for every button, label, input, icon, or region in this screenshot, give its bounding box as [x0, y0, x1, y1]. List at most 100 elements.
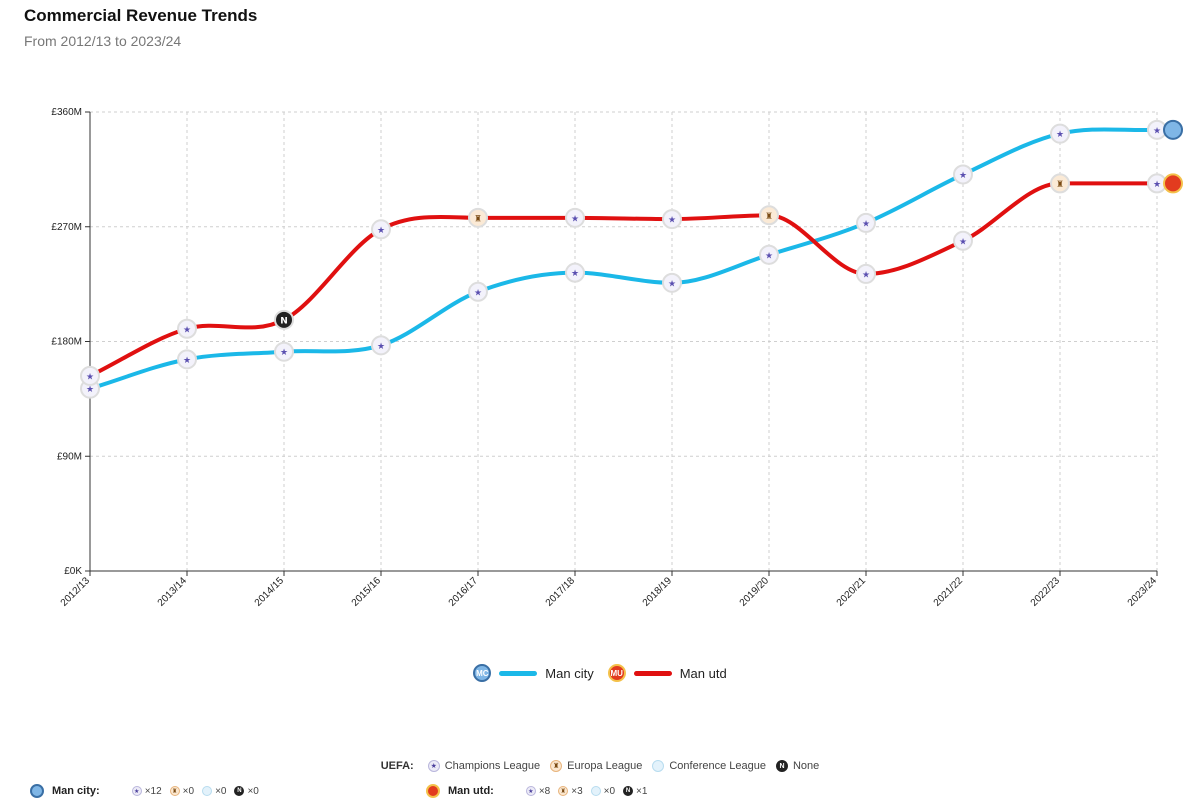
count-champions-league: ★ ×12: [131, 786, 162, 797]
count-value: ×0: [247, 785, 259, 797]
none-icon: N: [280, 316, 288, 326]
crest-shape: [1163, 173, 1183, 194]
x-tick-label: 2023/24: [1126, 575, 1160, 609]
x-tick-label: 2013/14: [156, 575, 190, 609]
y-tick-label: £90M: [57, 451, 82, 462]
count-none: N ×1: [623, 786, 647, 797]
data-point-man-city[interactable]: ★: [662, 272, 682, 293]
chart-title: Commercial Revenue Trends: [24, 6, 258, 25]
series-layer: [88, 127, 1159, 391]
data-point-marker: [759, 205, 779, 226]
count-europa-league: ♜ ×3: [558, 786, 583, 797]
data-point-man-utd[interactable]: ★: [565, 207, 585, 228]
europa-league-icon: ♜: [1056, 180, 1064, 190]
series-line-man-city[interactable]: [88, 127, 1159, 391]
x-tick-label: 2015/16: [350, 575, 384, 609]
legend-swatch-man-utd: [633, 670, 672, 676]
x-tick-label: 2019/20: [738, 575, 772, 609]
competition-legend-text: Europa League: [567, 760, 643, 772]
data-point-man-utd[interactable]: ★: [371, 219, 391, 240]
champions-league-icon: ★: [377, 342, 385, 352]
champions-league-icon: ★: [280, 348, 288, 358]
count-europa-league: ♜ ×0: [169, 786, 194, 797]
count-conference-league: ×0: [202, 786, 226, 797]
legend-item-man-utd[interactable]: MU Man utd: [607, 664, 727, 682]
marker-layer: ★ ★ ★ ★ ★ ★ ★ ★ ★ ★ ★ ★ ★ ★ N ★ ♜ ★ ★ ♜ ★ ★ ♜ ★: [80, 119, 1183, 399]
champions-league-icon: ★: [765, 251, 773, 261]
data-point-man-utd[interactable]: ♜: [1050, 173, 1070, 194]
none-icon: N: [775, 760, 788, 772]
champions-league-icon: ★: [959, 237, 967, 247]
champions-league-icon: ★: [474, 288, 482, 298]
data-point-marker: [565, 207, 585, 228]
none-icon: N: [234, 786, 245, 796]
champions-league-icon: ★: [427, 760, 440, 772]
data-point-marker: [1050, 173, 1070, 194]
legend-swatch-man-city: [499, 670, 538, 676]
champions-league-icon: ★: [377, 226, 385, 236]
data-point-man-city[interactable]: ★: [177, 349, 197, 370]
count-conference-league: ×0: [590, 786, 615, 797]
revenue-line-chart: £0K £90M £180M £270M £360M 2012/13 2013/14 2014…: [51, 107, 1183, 609]
europa-league-icon: ♜: [765, 212, 773, 222]
data-point-marker: [953, 164, 973, 185]
competition-legend-text: Conference League: [669, 760, 766, 772]
x-tick-label: 2021/22: [932, 575, 966, 609]
data-point-marker: [565, 262, 585, 283]
series-line-man-utd[interactable]: [88, 181, 1159, 378]
data-point-man-city[interactable]: ★: [565, 262, 585, 283]
x-tick-label: 2022/23: [1029, 575, 1063, 609]
data-point-man-city[interactable]: ★: [1050, 123, 1070, 144]
competition-legend-text: Champions League: [444, 760, 541, 772]
data-point-marker: [274, 309, 294, 330]
competition-legend-champions-league: ★ Champions League: [427, 760, 541, 772]
data-point-marker: [1050, 123, 1070, 144]
champions-league-icon: ★: [668, 279, 676, 289]
data-point-marker: [371, 335, 391, 356]
competition-legend-none: N None: [775, 760, 819, 772]
counts-team-man-city: Man city:: [30, 784, 100, 798]
data-point-man-utd[interactable]: ★: [856, 263, 876, 284]
champions-league-icon: ★: [668, 216, 676, 226]
data-point-marker: [856, 212, 876, 233]
data-point-man-utd[interactable]: ★: [177, 318, 197, 339]
data-point-marker: [177, 318, 197, 339]
competition-legend-label: UEFA:: [380, 760, 414, 772]
data-point-man-utd[interactable]: ★: [662, 209, 682, 230]
champions-league-icon: ★: [959, 171, 967, 181]
data-point-man-utd[interactable]: ♜: [468, 207, 488, 228]
data-point-man-city[interactable]: ★: [759, 244, 779, 265]
y-tick-label: £0K: [64, 566, 82, 577]
man-city-crest-icon: [1163, 119, 1183, 140]
data-point-marker: [177, 349, 197, 370]
data-point-marker: [856, 263, 876, 284]
x-tick-label: 2016/17: [447, 575, 481, 609]
man-utd-crest-icon: MU: [607, 664, 626, 682]
competition-legend: UEFA: ★ Champions League ♜ Europa League…: [0, 760, 1200, 772]
data-point-man-utd[interactable]: ★: [80, 365, 100, 386]
data-point-man-city[interactable]: ★: [274, 341, 294, 362]
conference-league-icon: [652, 760, 665, 772]
data-point-man-utd[interactable]: ♜: [759, 205, 779, 226]
champions-league-icon: ★: [183, 325, 191, 335]
data-point-man-utd[interactable]: N: [274, 309, 294, 330]
data-point-man-city[interactable]: ★: [371, 335, 391, 356]
data-point-man-city[interactable]: ★: [953, 164, 973, 185]
legend-item-man-city[interactable]: MC Man city: [473, 664, 594, 682]
champions-league-icon: ★: [571, 269, 579, 279]
champions-league-icon: ★: [862, 219, 870, 229]
data-point-marker: [468, 281, 488, 302]
champions-league-icon: ★: [1153, 126, 1161, 136]
data-point-man-utd[interactable]: ★: [953, 230, 973, 251]
competition-legend-europa-league: ♜ Europa League: [550, 760, 642, 772]
data-point-marker: [371, 219, 391, 240]
champions-league-icon: ★: [1056, 130, 1064, 140]
chart-subtitle: From 2012/13 to 2023/24: [24, 33, 182, 49]
champions-league-icon: ★: [86, 385, 94, 395]
none-icon: N: [623, 786, 634, 796]
europa-league-icon: ♜: [169, 786, 180, 796]
data-point-man-city[interactable]: ★: [856, 212, 876, 233]
europa-league-icon: ♜: [558, 786, 569, 796]
data-point-man-city[interactable]: ★: [468, 281, 488, 302]
competition-legend-conference-league: Conference League: [652, 760, 766, 772]
